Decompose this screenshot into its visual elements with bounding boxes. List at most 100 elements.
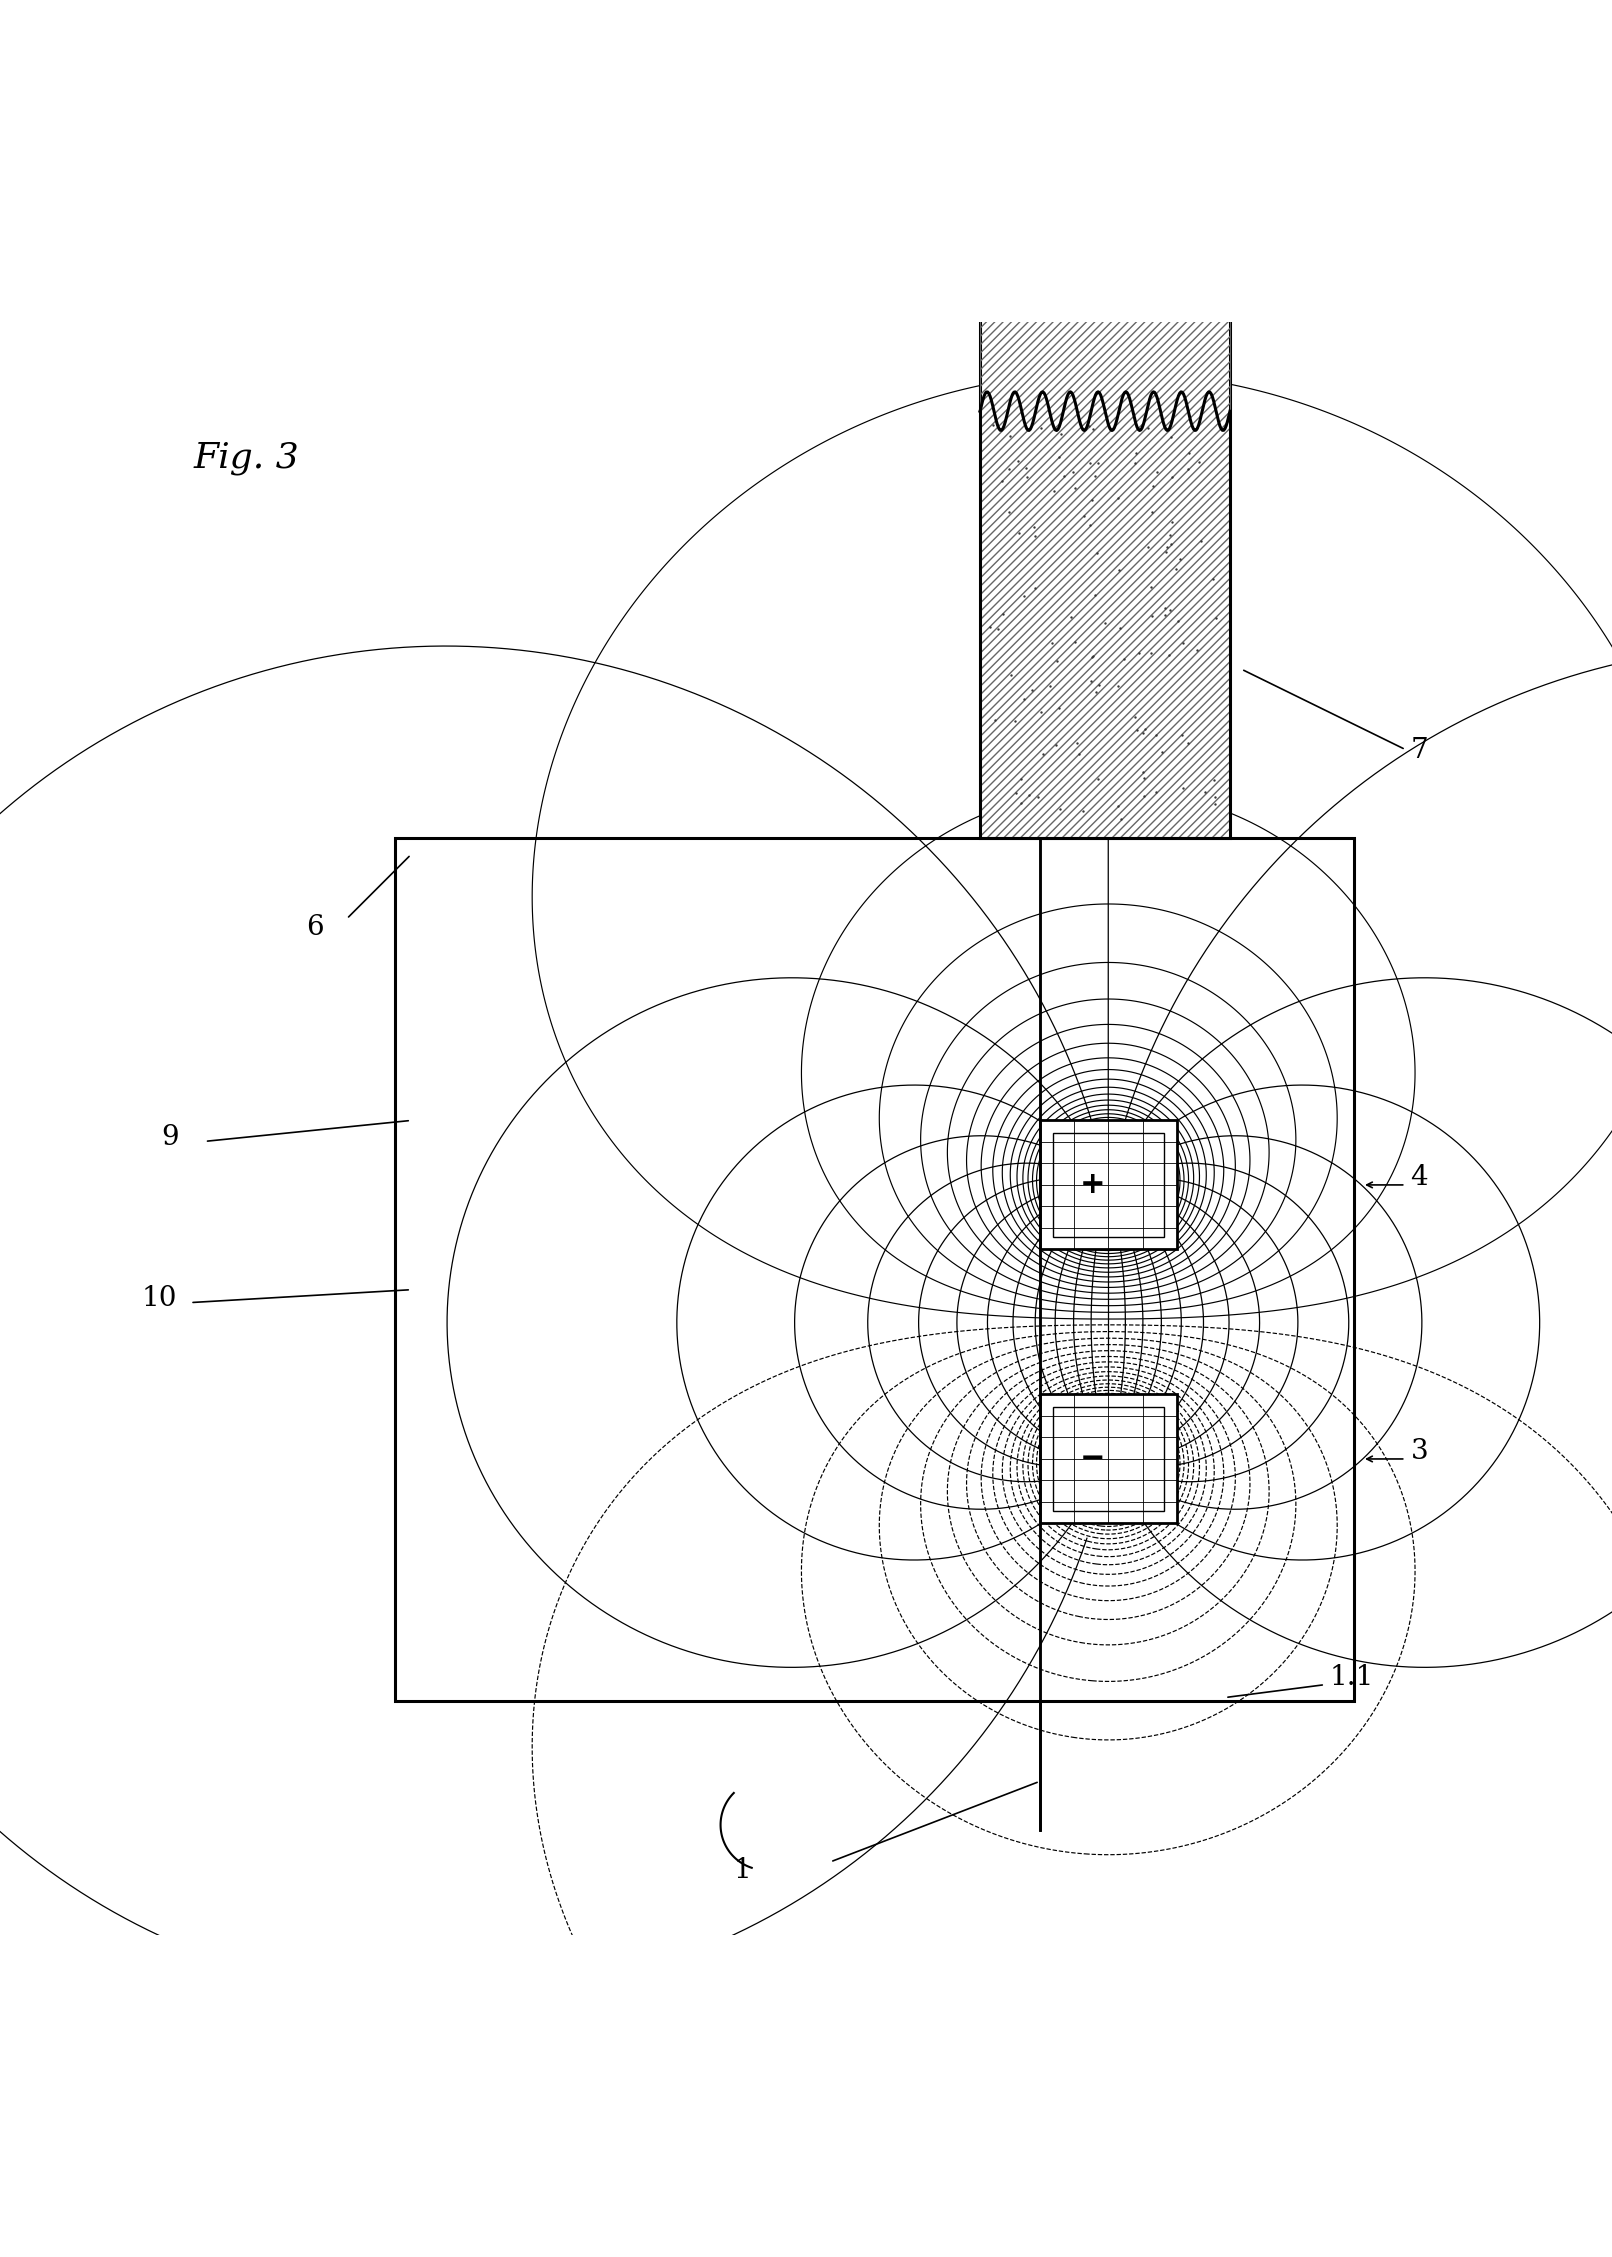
Point bbox=[1140, 494, 1165, 530]
Point bbox=[1135, 528, 1161, 564]
Point bbox=[1046, 790, 1072, 826]
Point bbox=[1199, 562, 1225, 598]
Point bbox=[1140, 467, 1165, 503]
Point bbox=[1107, 609, 1133, 646]
Point bbox=[1006, 442, 1032, 478]
Point bbox=[1170, 770, 1196, 806]
Point bbox=[1130, 715, 1156, 752]
Point bbox=[1011, 682, 1037, 718]
Point bbox=[1104, 668, 1130, 704]
Point bbox=[1020, 508, 1046, 544]
Point bbox=[1132, 761, 1157, 797]
Point bbox=[1132, 711, 1157, 747]
Point bbox=[1170, 625, 1196, 661]
Point bbox=[1186, 445, 1212, 481]
Point bbox=[1083, 675, 1109, 711]
Point bbox=[985, 612, 1011, 648]
Point bbox=[1199, 562, 1225, 598]
Point bbox=[1124, 436, 1149, 472]
Point bbox=[1019, 673, 1045, 709]
Point bbox=[1138, 636, 1164, 673]
Point bbox=[1045, 643, 1070, 679]
Point bbox=[1030, 736, 1056, 772]
Point bbox=[1083, 576, 1109, 612]
Point bbox=[1153, 598, 1178, 634]
Point bbox=[1064, 724, 1090, 761]
Point bbox=[1025, 779, 1051, 815]
Point bbox=[1138, 569, 1164, 605]
Point bbox=[1135, 411, 1161, 447]
Point bbox=[1062, 625, 1088, 661]
Point bbox=[1085, 445, 1111, 481]
Point bbox=[1066, 736, 1091, 772]
Point bbox=[1022, 519, 1048, 555]
Point bbox=[1038, 625, 1064, 661]
Text: 9: 9 bbox=[161, 1124, 179, 1151]
Point bbox=[1059, 454, 1085, 490]
Point bbox=[1014, 458, 1040, 494]
Point bbox=[1003, 774, 1028, 810]
Point bbox=[1203, 785, 1228, 822]
Point bbox=[980, 406, 1006, 442]
Point bbox=[1086, 666, 1112, 702]
Point bbox=[1124, 713, 1149, 749]
Point bbox=[1003, 702, 1028, 738]
Point bbox=[1143, 718, 1169, 754]
Point bbox=[1046, 688, 1072, 724]
Point bbox=[1104, 668, 1130, 704]
Point bbox=[1080, 481, 1106, 517]
Point bbox=[1046, 790, 1072, 826]
Text: 1.1: 1.1 bbox=[1330, 1663, 1375, 1690]
Point bbox=[1159, 526, 1185, 562]
Point bbox=[996, 451, 1022, 488]
Point bbox=[1203, 600, 1228, 636]
Point bbox=[998, 418, 1024, 454]
Point bbox=[1011, 682, 1037, 718]
Point bbox=[1008, 761, 1033, 797]
Point bbox=[1107, 801, 1133, 837]
Point bbox=[1045, 643, 1070, 679]
Point bbox=[1164, 551, 1190, 587]
Point bbox=[1070, 499, 1096, 535]
Point bbox=[990, 596, 1016, 632]
Point bbox=[1159, 460, 1185, 497]
Point bbox=[1132, 761, 1157, 797]
Point bbox=[1164, 551, 1190, 587]
Point bbox=[1201, 763, 1227, 799]
Point bbox=[1093, 605, 1119, 641]
Point bbox=[1143, 718, 1169, 754]
Point bbox=[1153, 598, 1178, 634]
Point bbox=[977, 609, 1003, 646]
Point bbox=[1080, 411, 1106, 447]
Point bbox=[1140, 467, 1165, 503]
Point bbox=[1135, 411, 1161, 447]
Point bbox=[996, 451, 1022, 488]
Point bbox=[1012, 449, 1038, 485]
Point bbox=[1011, 578, 1037, 614]
Point bbox=[1140, 494, 1165, 530]
Point bbox=[1122, 445, 1148, 481]
Point bbox=[1062, 625, 1088, 661]
Point bbox=[1038, 625, 1064, 661]
Point bbox=[1019, 673, 1045, 709]
Point bbox=[988, 463, 1014, 499]
Point bbox=[1130, 715, 1156, 752]
Point bbox=[1203, 600, 1228, 636]
Point bbox=[1085, 761, 1111, 797]
Point bbox=[1154, 528, 1180, 564]
Point bbox=[1022, 571, 1048, 607]
Point bbox=[1085, 535, 1111, 571]
Polygon shape bbox=[1040, 1395, 1177, 1523]
Point bbox=[1157, 517, 1183, 553]
Point bbox=[1188, 521, 1214, 557]
Point bbox=[1159, 460, 1185, 497]
Point bbox=[1106, 551, 1132, 587]
Point bbox=[1170, 770, 1196, 806]
Point bbox=[988, 463, 1014, 499]
Point bbox=[1070, 499, 1096, 535]
Point bbox=[1149, 734, 1175, 770]
Point bbox=[1145, 454, 1170, 490]
Point bbox=[1122, 445, 1148, 481]
Point bbox=[1175, 436, 1201, 472]
Point bbox=[1201, 763, 1227, 799]
